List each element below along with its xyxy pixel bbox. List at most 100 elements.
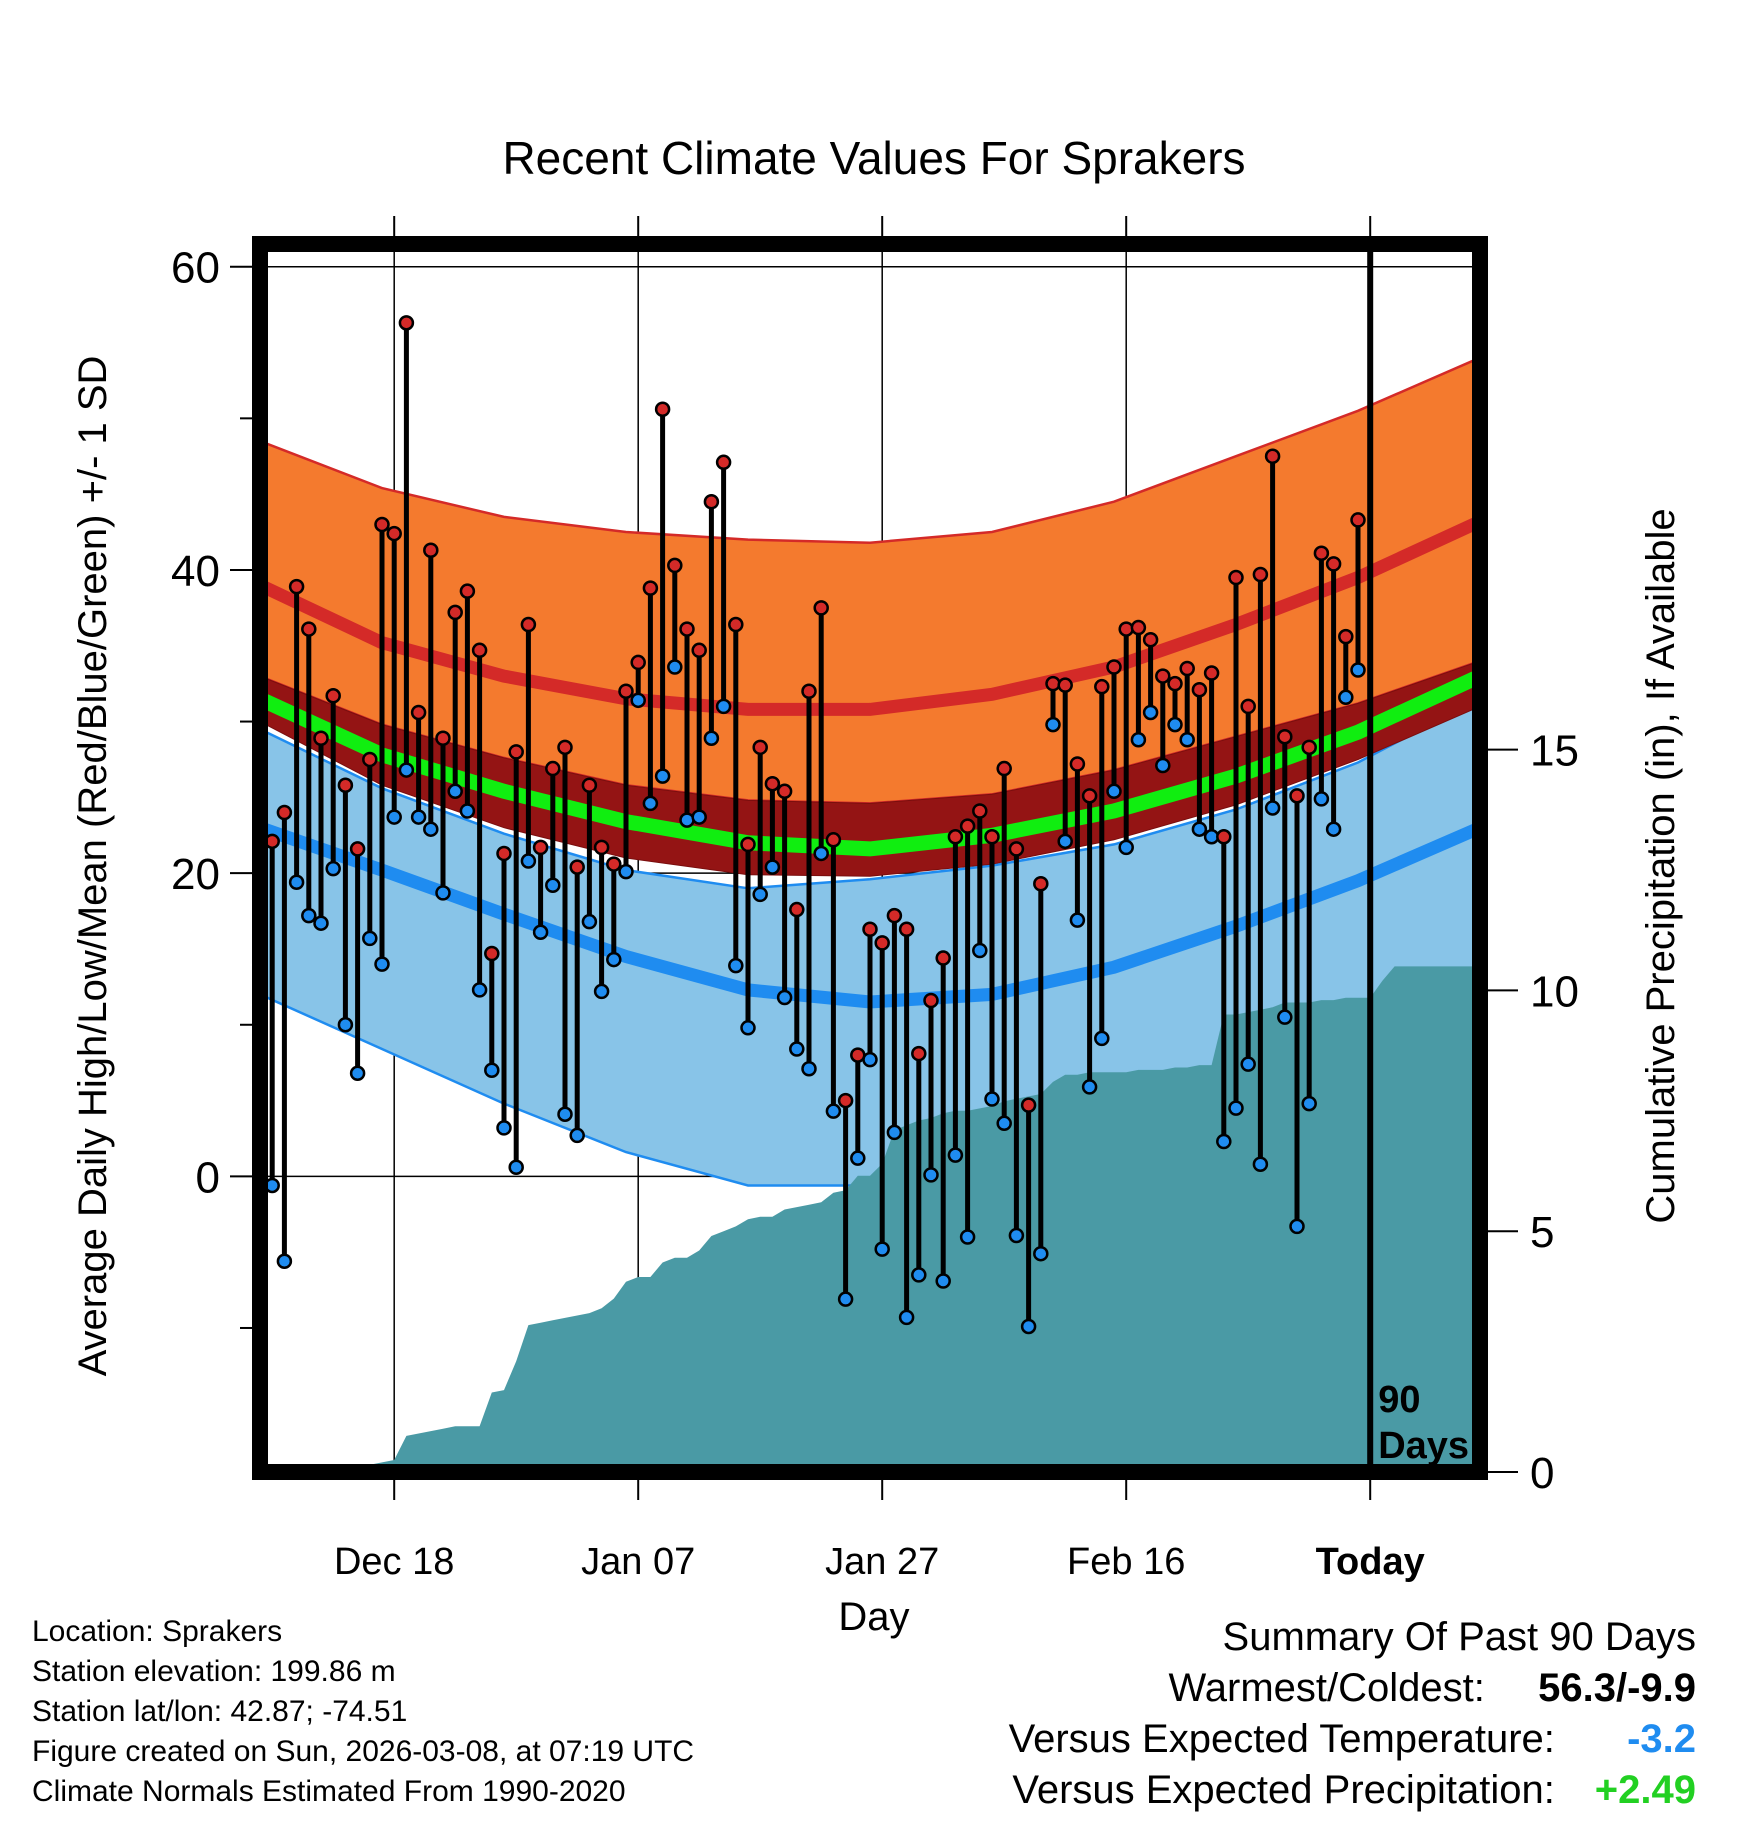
daily-high-point	[532, 839, 549, 856]
daily-low-point	[776, 989, 793, 1006]
daily-high-point	[349, 841, 366, 857]
daily-low-point	[398, 762, 415, 778]
daily-low-point	[1130, 731, 1147, 748]
daily-high-point	[313, 730, 329, 746]
daily-high-point	[996, 760, 1012, 777]
daily-high-point	[654, 401, 671, 417]
daily-low-point	[1289, 1218, 1305, 1235]
daily-high-point	[569, 859, 585, 875]
warmest-coldest-label: Warmest/Coldest:	[1168, 1666, 1485, 1710]
precipitation-area	[260, 966, 1480, 1472]
daily-low-point	[691, 809, 707, 825]
daily-low-point	[569, 1127, 585, 1144]
daily-low-point	[886, 1124, 903, 1141]
days-count-label: 90	[1378, 1379, 1420, 1421]
daily-high-point	[1216, 829, 1232, 845]
station-info: Location: Sprakers Station elevation: 19…	[32, 1612, 694, 1812]
daily-high-point	[1008, 841, 1025, 857]
normals-text: Climate Normals Estimated From 1990-2020	[32, 1775, 626, 1808]
daily-high-point	[642, 580, 659, 596]
daily-high-point	[691, 642, 707, 659]
daily-high-point	[801, 683, 817, 699]
daily-low-point	[959, 1229, 976, 1245]
daily-high-point	[1301, 739, 1317, 756]
created-text: Figure created on Sun, 2026-03-08, at 07…	[32, 1735, 695, 1768]
daily-low-point	[972, 942, 988, 959]
daily-high-point	[886, 907, 903, 924]
daily-low-point	[532, 924, 549, 941]
daily-low-point	[935, 1273, 951, 1289]
summary-title: Summary Of Past 90 Days	[1222, 1615, 1696, 1659]
daily-low-point	[1094, 1030, 1110, 1047]
daily-high-point	[1155, 668, 1171, 684]
daily-low-point	[459, 803, 476, 819]
daily-high-point	[1338, 628, 1354, 645]
daily-low-point	[508, 1159, 524, 1176]
daily-low-point	[276, 1253, 293, 1270]
daily-high-point	[752, 739, 768, 756]
daily-high-point	[837, 1092, 854, 1109]
daily-low-point	[898, 1309, 915, 1326]
daily-high-point	[1252, 566, 1269, 583]
y2-tick-label: 0	[1530, 1449, 1554, 1498]
daily-low-point	[496, 1120, 512, 1136]
daily-high-point	[1240, 698, 1256, 715]
daily-low-point	[593, 983, 610, 1000]
warmest-coldest-row: Warmest/Coldest: 56.3/-9.9	[1009, 1663, 1697, 1714]
daily-high-point	[1191, 681, 1208, 698]
x-tick-label: Dec 18	[334, 1541, 454, 1583]
daily-low-point	[752, 886, 768, 903]
daily-low-point	[911, 1267, 927, 1283]
daily-high-point	[1118, 621, 1134, 637]
daily-high-point	[776, 783, 793, 800]
daily-low-point	[996, 1115, 1012, 1132]
daily-high-point	[764, 775, 781, 792]
daily-low-point	[1106, 783, 1122, 800]
daily-high-point	[520, 616, 537, 633]
daily-high-point	[1350, 512, 1366, 528]
daily-low-point	[642, 795, 659, 812]
daily-high-point	[1081, 788, 1098, 804]
daily-high-point	[618, 683, 634, 699]
daily-low-point	[337, 1017, 354, 1033]
daily-points	[264, 315, 1366, 1335]
daily-high-point	[581, 777, 598, 793]
x-axis-label: Day	[838, 1595, 909, 1639]
daily-low-point	[801, 1060, 817, 1077]
daily-low-point	[581, 913, 598, 930]
daily-high-point	[1277, 728, 1293, 745]
daily-low-point	[386, 809, 402, 825]
daily-high-point	[276, 804, 293, 821]
daily-low-point	[679, 812, 695, 828]
daily-high-point	[593, 839, 610, 856]
daily-low-point	[1069, 912, 1086, 928]
daily-low-point	[325, 860, 341, 877]
daily-high-point	[813, 600, 829, 616]
daily-low-point	[1252, 1156, 1269, 1172]
daily-high-point	[1289, 788, 1305, 804]
daily-low-point	[1325, 821, 1342, 837]
daily-low-point	[520, 853, 537, 869]
vs-precip-value: +2.49	[1594, 1768, 1696, 1812]
daily-high-point	[959, 818, 976, 834]
elevation-text: Station elevation: 199.86 m	[32, 1655, 396, 1688]
daily-high-point	[667, 557, 683, 574]
daily-high-point	[1106, 659, 1122, 675]
mean-temp-line	[256, 669, 1484, 857]
x-tick-label: Today	[1316, 1541, 1425, 1583]
daily-low-point	[740, 1020, 756, 1036]
y2-tick-label: 10	[1530, 967, 1579, 1016]
daily-high-point	[557, 739, 573, 756]
daily-low-point	[471, 982, 488, 998]
daily-low-point	[423, 821, 439, 837]
daily-low-point	[825, 1103, 842, 1119]
daily-low-point	[764, 859, 781, 875]
plot-border	[252, 236, 1488, 1480]
daily-low-point	[349, 1065, 366, 1082]
daily-high-point	[1313, 545, 1330, 562]
vs-precip-row: Versus Expected Precipitation: +2.49	[1009, 1765, 1696, 1816]
daily-low-point	[947, 1147, 964, 1163]
daily-low-point	[447, 783, 463, 800]
daily-high-point	[459, 583, 476, 599]
